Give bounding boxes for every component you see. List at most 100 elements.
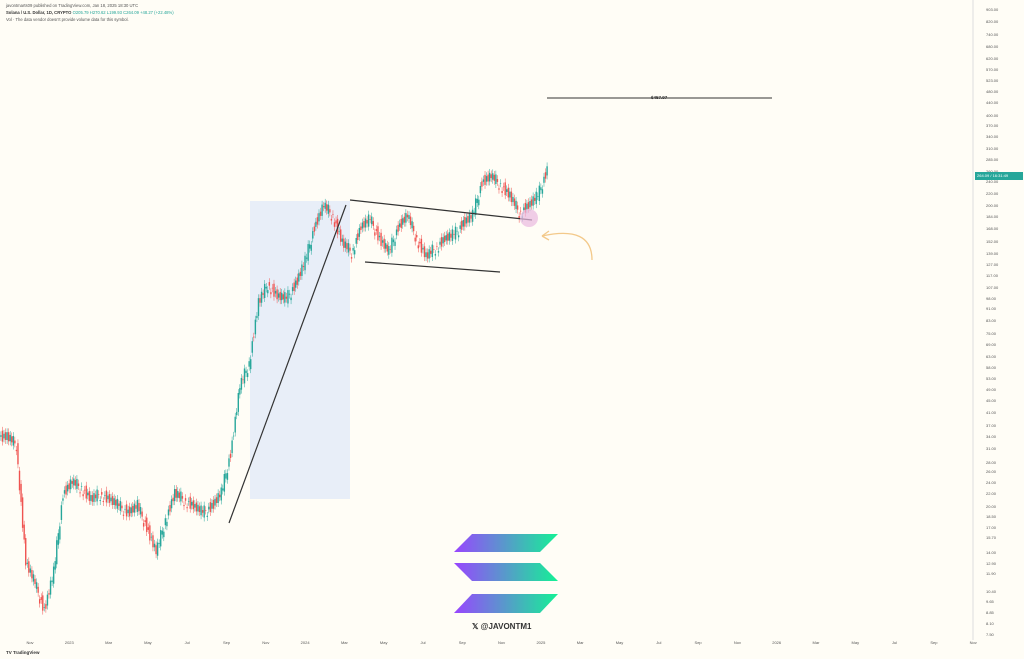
candle-body	[181, 496, 184, 499]
x-tick-label: 2025	[536, 640, 546, 645]
tradingview-text: TradingView	[13, 650, 40, 655]
x-logo-icon: 𝕏	[472, 622, 481, 631]
candle-body	[343, 238, 345, 248]
candle-body	[366, 220, 368, 224]
candle-body	[523, 207, 525, 211]
candle-body	[524, 202, 527, 213]
candle-body	[485, 176, 488, 182]
last-price-badge: 264.09 / 16:31:49	[975, 172, 1023, 180]
candle-body	[402, 218, 404, 225]
y-tick-label: 152.00	[986, 238, 999, 244]
candle-body	[97, 494, 100, 495]
candle-body	[364, 218, 367, 228]
candle-body	[121, 505, 123, 509]
candle-body	[223, 474, 226, 492]
x-tick-label: 2026	[772, 640, 782, 645]
candle-body	[526, 203, 528, 210]
candle-body	[163, 531, 165, 538]
candle-body	[499, 183, 502, 184]
candle-body	[385, 243, 387, 249]
candle-body	[439, 241, 441, 245]
candle-body	[262, 293, 264, 295]
candle-body	[363, 220, 365, 228]
candle-body	[155, 545, 157, 555]
candle-body	[25, 538, 27, 566]
candle-body	[180, 491, 182, 502]
candle-body	[386, 244, 388, 252]
candle-body	[355, 237, 357, 244]
candle-body	[51, 580, 53, 583]
candle-body	[431, 244, 433, 258]
candle-body	[57, 533, 60, 545]
y-tick-label: 8.85	[986, 609, 994, 615]
y-tick-label: 820.00	[986, 19, 999, 25]
candle-body	[73, 478, 75, 486]
y-tick-label: 83.00	[986, 317, 997, 323]
x-tick-label: Jul	[656, 640, 662, 645]
candle-body	[422, 247, 424, 250]
candle-body	[77, 483, 80, 486]
candle-body	[183, 505, 185, 507]
candle-body	[90, 495, 92, 501]
candle-body	[228, 458, 230, 467]
candle-body	[467, 216, 469, 223]
candle-body	[94, 494, 97, 499]
candle-body	[29, 568, 32, 573]
candle-body	[240, 377, 243, 390]
candle-body	[0, 435, 2, 437]
x-tick-label: Nov	[262, 640, 270, 645]
candle-body	[28, 561, 30, 573]
publisher-line: javontmarts09 published on TradingView.c…	[6, 3, 139, 8]
candle-body	[451, 229, 454, 241]
candle-body	[530, 199, 533, 206]
candle-body	[88, 491, 91, 501]
uptrend-line	[228, 204, 347, 524]
candle-body	[509, 191, 511, 198]
candle-body	[281, 292, 283, 301]
candle-body	[169, 504, 171, 512]
target-label: $457.97	[651, 95, 668, 100]
candle-body	[177, 491, 179, 498]
candle-body	[544, 172, 547, 179]
candle-body	[473, 211, 475, 213]
candle-body	[543, 176, 545, 183]
candle-body	[371, 216, 373, 225]
candle-body	[400, 218, 402, 228]
candle-body	[110, 497, 112, 502]
candle-body	[409, 216, 412, 226]
candle-body	[107, 495, 109, 500]
candle-body	[115, 499, 117, 506]
tradingview-logo: TV TradingView	[6, 650, 39, 655]
y-tick-label: 570.00	[986, 66, 999, 72]
candle-body	[512, 196, 514, 203]
y-tick-label: 91.00	[986, 305, 997, 311]
y-tick-label: 53.00	[986, 376, 997, 382]
candle-body	[546, 166, 548, 176]
x-tick-label: Sep	[222, 640, 231, 645]
candle-body	[127, 509, 129, 514]
candle-body	[205, 510, 207, 511]
candle-body	[324, 202, 326, 209]
y-tick-label: 9.65	[986, 598, 994, 604]
candle-body	[346, 243, 348, 250]
y-tick-label: 75.00	[986, 331, 997, 337]
candle-body	[156, 542, 159, 556]
candle-body	[200, 505, 202, 516]
candle-body	[116, 498, 118, 509]
candle-body	[388, 246, 390, 255]
y-tick-label: 10.40	[986, 588, 997, 594]
candle-body	[299, 271, 302, 276]
candle-body	[119, 501, 122, 511]
y-tick-label: 58.00	[986, 364, 997, 370]
candle-body	[305, 257, 308, 259]
y-tick-label: 340.00	[986, 133, 999, 139]
candle-body	[146, 517, 148, 533]
candle-body	[318, 213, 320, 222]
candle-body	[329, 209, 331, 213]
candle-body	[434, 254, 437, 256]
candle-body	[48, 593, 50, 595]
candle-body	[85, 485, 87, 499]
candle-body	[265, 286, 267, 289]
candle-body	[443, 235, 446, 243]
